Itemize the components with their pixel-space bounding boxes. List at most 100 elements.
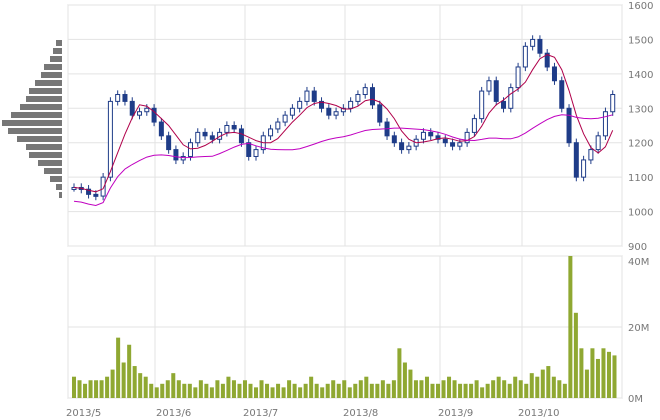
candle-body <box>100 176 106 197</box>
volume-bar <box>502 380 507 398</box>
candle-body <box>231 125 237 130</box>
candle-body <box>493 80 499 102</box>
profile-bar <box>20 104 62 110</box>
volume-tick-label: 0M <box>628 394 643 405</box>
profile-bar <box>44 168 62 174</box>
price-panel: 1600 1500 1400 1300 1200 1100 1000 900 <box>67 1 653 253</box>
volume-bar <box>72 376 77 398</box>
candle-body <box>573 142 579 178</box>
candle-body <box>399 142 405 151</box>
profile-bar <box>59 192 62 198</box>
candle-body <box>289 107 295 116</box>
volume-bar <box>480 387 485 398</box>
candle-body <box>93 193 99 197</box>
volume-bar <box>584 369 589 398</box>
volume-bar <box>408 369 413 398</box>
volume-bar <box>265 383 270 398</box>
candle-body <box>530 38 536 47</box>
candle-body <box>551 66 557 82</box>
volume-bar <box>154 387 159 398</box>
volume-bar <box>110 369 115 398</box>
price-tick-label: 1300 <box>628 104 653 115</box>
profile-bar <box>8 128 62 134</box>
volume-bar <box>254 387 259 398</box>
candle-body <box>333 111 339 116</box>
candle-body <box>442 138 448 144</box>
volume-bar <box>441 380 446 398</box>
candle-body <box>362 87 368 96</box>
volume-bar <box>491 380 496 398</box>
volume-bar <box>193 387 198 398</box>
volume-bar <box>507 383 512 398</box>
candle-body <box>137 111 143 116</box>
candle-body <box>479 90 485 120</box>
candle-body <box>566 107 572 144</box>
candle-body <box>348 100 354 109</box>
ma-short-line <box>73 54 614 193</box>
volume-bar <box>281 387 286 398</box>
candle-body <box>144 107 150 113</box>
candle-body <box>501 100 507 109</box>
candle-body <box>428 131 434 137</box>
candle-body <box>559 80 565 109</box>
volume-bar <box>105 376 110 398</box>
volume-panel: 40M 20M 0M <box>67 255 649 405</box>
volume-bar <box>590 348 595 398</box>
candle-body <box>268 128 274 137</box>
candle-body <box>486 80 492 92</box>
price-volume-profile <box>2 40 62 198</box>
volume-bar <box>601 348 606 398</box>
candle-body <box>508 87 514 109</box>
volume-bar <box>518 380 523 398</box>
volume-bar <box>579 348 584 398</box>
volume-bar <box>419 380 424 398</box>
candle-body <box>377 104 383 123</box>
volume-bar <box>116 337 121 398</box>
candle-body <box>122 94 128 102</box>
volume-bar <box>176 380 181 398</box>
volume-bar <box>215 380 220 398</box>
profile-bar <box>17 136 62 142</box>
candle-body <box>464 131 470 144</box>
candle-body <box>173 149 179 161</box>
profile-bar <box>26 144 62 150</box>
x-axis-ticks: 2013/5 2013/6 2013/7 2013/8 2013/9 2013/10 <box>66 408 560 419</box>
volume-bar <box>529 373 534 398</box>
volume-bar <box>413 380 418 398</box>
volume-bar <box>386 383 391 398</box>
volume-bar <box>331 380 336 398</box>
volume-bar <box>612 355 617 398</box>
x-tick-label: 2013/6 <box>156 408 191 419</box>
candle-body <box>457 142 463 147</box>
price-tick-label: 1200 <box>628 139 653 150</box>
profile-bar <box>44 64 62 70</box>
volume-bar <box>447 376 452 398</box>
volume-bar <box>463 383 468 398</box>
candle-body <box>406 145 412 151</box>
profile-bar <box>35 80 62 86</box>
volume-bar <box>259 380 264 398</box>
profile-bar <box>38 160 62 166</box>
candle-body <box>71 186 77 190</box>
price-tick-label: 1000 <box>628 208 653 219</box>
volume-bar <box>160 383 165 398</box>
candle-body <box>304 90 310 102</box>
volume-tick-label: 40M <box>628 257 649 268</box>
volume-bar <box>568 256 573 398</box>
volume-bar <box>242 380 247 398</box>
volume-bar <box>375 383 380 398</box>
candle-body <box>355 94 361 102</box>
volume-bar <box>248 383 253 398</box>
candle-body <box>522 45 528 68</box>
volume-bar <box>309 376 314 398</box>
candle-body <box>588 149 594 161</box>
candle-body <box>420 131 426 140</box>
candle-body <box>282 114 288 123</box>
profile-bar <box>11 112 62 118</box>
volume-bar <box>198 380 203 398</box>
volume-bar <box>551 376 556 398</box>
candle-body <box>602 111 608 137</box>
volume-bar <box>292 383 297 398</box>
volume-bar <box>513 376 518 398</box>
